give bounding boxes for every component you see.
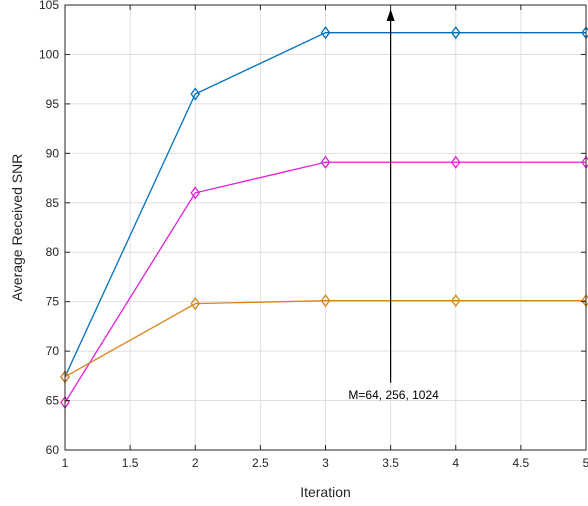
y-tick-label: 105 [39, 0, 59, 12]
data-point-marker [190, 87, 201, 101]
x-tick-label: 5 [583, 456, 588, 470]
data-point-marker [450, 155, 461, 169]
data-point-marker [450, 294, 461, 308]
x-tick-label: 2 [192, 456, 199, 470]
data-point-marker [190, 186, 201, 200]
data-point-marker [320, 26, 331, 40]
y-tick-label: 65 [46, 394, 60, 408]
series-line [64, 161, 586, 403]
x-tick-label: 1.5 [122, 456, 139, 470]
x-tick-label: 3.5 [382, 456, 399, 470]
annotation-arrow-head [386, 9, 395, 21]
annotation-group: M=64, 256, 1024 [348, 9, 439, 402]
x-tick-label: 1 [62, 456, 69, 470]
series-line [64, 300, 586, 378]
x-tick-label: 4 [452, 456, 459, 470]
x-axis-label: Iteration [300, 484, 351, 500]
grid [64, 4, 587, 451]
y-tick-label: 70 [46, 344, 60, 358]
data-point-marker [320, 294, 331, 308]
y-tick-label: 95 [46, 97, 60, 111]
data-point-marker [450, 26, 461, 40]
y-tick-label: 100 [39, 47, 59, 61]
axes: 1 1.5 2 2.5 3 3.5 4 4.5 5 60 65 70 75 80 85 90 95 100 105 [39, 0, 588, 470]
series-line [64, 32, 586, 378]
y-tick-label: 60 [46, 443, 60, 457]
data-point-marker [320, 155, 331, 169]
x-tick-label: 2.5 [252, 456, 269, 470]
y-tick-label: 85 [46, 196, 60, 210]
data-point-marker [190, 297, 201, 311]
x-tick-label: 4.5 [513, 456, 530, 470]
y-tick-label: 80 [46, 245, 60, 259]
series-group [60, 26, 588, 410]
x-tick-label: 3 [322, 456, 329, 470]
y-tick-label: 75 [46, 295, 60, 309]
y-tick-label: 90 [46, 146, 60, 160]
annotation-text: M=64, 256, 1024 [348, 388, 439, 402]
y-axis-label: Average Received SNR [9, 154, 25, 302]
